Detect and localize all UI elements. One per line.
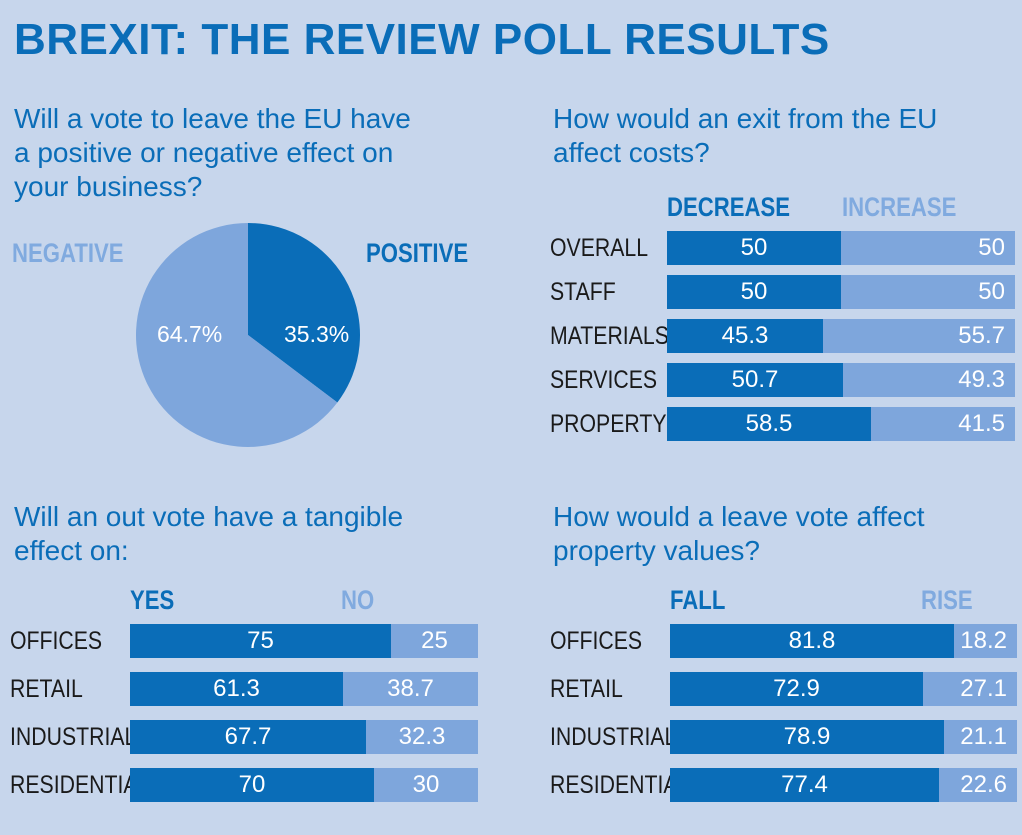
tangible-legend-no: NO (341, 585, 375, 615)
costs-row-label: OVERALL (550, 234, 649, 262)
property-row-label: INDUSTRIAL (550, 723, 677, 751)
tangible-bar: 75 25 (130, 624, 478, 658)
property-segment-rise: 27.1 (923, 672, 1017, 706)
pie-question-line-1: Will a vote to leave the EU have (14, 103, 411, 134)
property-legend-fall: FALL (670, 585, 726, 615)
costs-segment-increase: 50 (841, 231, 1015, 265)
property-row-label: OFFICES (550, 627, 643, 655)
costs-segment-decrease: 50.7 (667, 363, 843, 397)
tangible-segment-yes: 67.7 (130, 720, 366, 754)
costs-row-label: SERVICES (550, 366, 658, 394)
tangible-segment-no: 38.7 (343, 672, 478, 706)
pie-chart (136, 223, 361, 447)
property-segment-rise: 21.1 (944, 720, 1017, 754)
tangible-bar: 67.7 32.3 (130, 720, 478, 754)
tangible-row-label: RESIDENTIAL (10, 771, 150, 799)
property-segment-rise: 18.2 (954, 624, 1017, 658)
property-question: How would a leave vote affect property v… (553, 500, 924, 568)
property-bar: 81.8 18.2 (670, 624, 1017, 658)
costs-question: How would an exit from the EU affect cos… (553, 102, 937, 170)
property-row-label: RETAIL (550, 675, 623, 703)
tangible-segment-yes: 75 (130, 624, 391, 658)
costs-segment-decrease: 45.3 (667, 319, 823, 353)
page-title: BREXIT: THE REVIEW POLL RESULTS (14, 15, 830, 64)
tangible-segment-no: 25 (391, 624, 478, 658)
tangible-segment-no: 32.3 (366, 720, 478, 754)
costs-segment-decrease: 58.5 (667, 407, 871, 441)
pie-value-positive: 35.3% (284, 321, 350, 347)
property-bar: 72.9 27.1 (670, 672, 1017, 706)
costs-segment-increase: 50 (841, 275, 1015, 309)
pie-question-line-3: your business? (14, 171, 203, 202)
tangible-row-label: OFFICES (10, 627, 103, 655)
property-segment-fall: 72.9 (670, 672, 923, 706)
costs-segment-increase: 49.3 (843, 363, 1015, 397)
costs-legend-increase: INCREASE (842, 192, 957, 222)
property-segment-fall: 77.4 (670, 768, 939, 802)
pie-legend-negative: NEGATIVE (12, 238, 124, 268)
property-bar: 77.4 22.6 (670, 768, 1017, 802)
costs-row-label: MATERIALS (550, 322, 669, 350)
tangible-bar: 61.3 38.7 (130, 672, 478, 706)
costs-row-label: STAFF (550, 278, 616, 306)
costs-question-line-2: affect costs? (553, 137, 710, 168)
costs-bar: 45.3 55.7 (667, 319, 1015, 353)
costs-bar: 58.5 41.5 (667, 407, 1015, 441)
tangible-segment-no: 30 (374, 768, 478, 802)
costs-bar: 50 50 (667, 275, 1015, 309)
costs-segment-increase: 55.7 (823, 319, 1015, 353)
property-legend-rise: RISE (921, 585, 973, 615)
tangible-question: Will an out vote have a tangible effect … (14, 500, 403, 568)
tangible-legend-yes: YES (130, 585, 175, 615)
pie-slice-positive (248, 223, 361, 403)
tangible-segment-yes: 61.3 (130, 672, 343, 706)
property-segment-fall: 81.8 (670, 624, 954, 658)
property-bar: 78.9 21.1 (670, 720, 1017, 754)
pie-legend-positive: POSITIVE (366, 238, 469, 268)
tangible-row-label: INDUSTRIAL (10, 723, 137, 751)
costs-bar: 50.7 49.3 (667, 363, 1015, 397)
property-segment-rise: 22.6 (939, 768, 1017, 802)
tangible-row-label: RETAIL (10, 675, 83, 703)
tangible-segment-yes: 70 (130, 768, 374, 802)
pie-question: Will a vote to leave the EU have a posit… (14, 102, 411, 204)
costs-legend-decrease: DECREASE (667, 192, 791, 222)
property-question-line-1: How would a leave vote affect (553, 501, 925, 532)
costs-bar: 50 50 (667, 231, 1015, 265)
costs-segment-decrease: 50 (667, 231, 841, 265)
costs-question-line-1: How would an exit from the EU (553, 103, 938, 134)
costs-segment-increase: 41.5 (871, 407, 1015, 441)
property-row-label: RESIDENTIAL (550, 771, 690, 799)
tangible-question-line-2: effect on: (14, 535, 129, 566)
pie-question-line-2: a positive or negative effect on (14, 137, 394, 168)
pie-slice-negative (136, 223, 338, 447)
property-segment-fall: 78.9 (670, 720, 944, 754)
costs-segment-decrease: 50 (667, 275, 841, 309)
pie-value-negative: 64.7% (157, 321, 223, 347)
tangible-bar: 70 30 (130, 768, 478, 802)
property-question-line-2: property values? (553, 535, 761, 566)
costs-row-label: PROPERTY (550, 410, 667, 438)
tangible-question-line-1: Will an out vote have a tangible (14, 501, 404, 532)
